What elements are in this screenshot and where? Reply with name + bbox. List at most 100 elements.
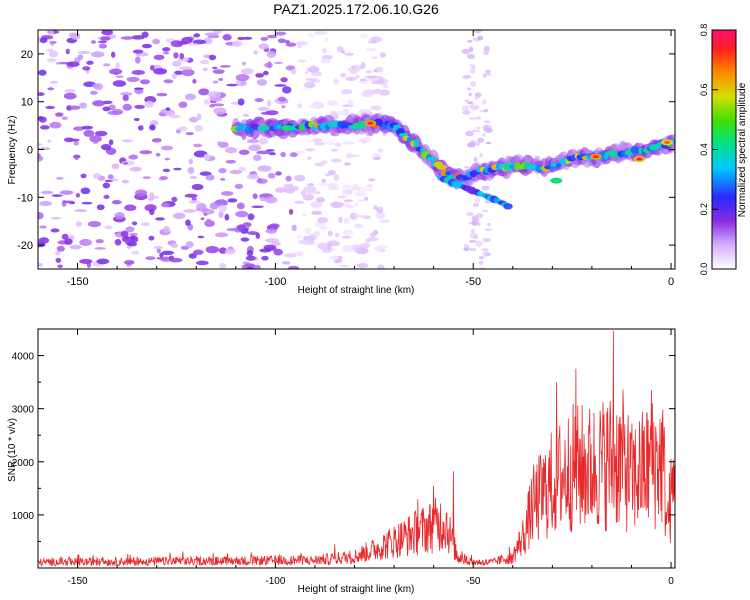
noise-blob [255, 73, 264, 78]
noise-blob [236, 202, 245, 210]
noise-blob [280, 151, 287, 158]
noise-blob [343, 217, 351, 225]
noise-blob [135, 189, 148, 197]
noise-blob [305, 227, 311, 235]
noise-blob [120, 36, 135, 40]
noise-blob [111, 199, 122, 205]
colorbar-label: Normalized spectral amplitude [737, 82, 748, 217]
noise-blob [86, 60, 94, 65]
noise-blob [38, 116, 47, 123]
colorbar-tick-label: 0.2 [699, 203, 709, 216]
noise-blob [297, 59, 306, 63]
noise-blob [56, 245, 65, 252]
x-tick-label: 0 [668, 276, 674, 288]
noise-blob [349, 70, 358, 74]
noise-blob [220, 177, 226, 181]
noise-blob [214, 200, 222, 204]
noise-blob [376, 206, 384, 214]
spectrogram-xlabel: Height of straight line (km) [298, 285, 415, 296]
noise-blob [75, 193, 81, 198]
noise-blob [247, 213, 255, 221]
noise-blob [131, 69, 146, 75]
noise-blob [351, 186, 361, 191]
noise-blob [134, 56, 141, 64]
noise-blob [218, 262, 227, 269]
noise-blob [481, 209, 489, 213]
noise-blob [92, 100, 106, 107]
noise-blob [40, 190, 54, 195]
noise-blob [161, 250, 174, 256]
noise-blob [171, 73, 177, 80]
noise-blob [185, 219, 191, 226]
noise-blob [57, 264, 63, 269]
noise-blob [466, 142, 476, 148]
noise-blob [90, 90, 98, 95]
snr-xlabel: Height of straight line (km) [298, 584, 415, 595]
noise-blob [268, 152, 276, 156]
noise-blob [341, 235, 352, 239]
colorbar-tick-label: 0.4 [699, 143, 709, 156]
y-tick-label: 20 [21, 49, 33, 61]
colorbar: 0.0 0.2 0.4 0.6 0.8 Normalized spectral ampl… [699, 24, 748, 276]
noise-blob [264, 196, 278, 204]
noise-blob [94, 130, 108, 137]
noise-blob [205, 246, 220, 254]
noise-blob [83, 129, 95, 137]
noise-blob [159, 176, 169, 180]
noise-blob [312, 191, 321, 195]
noise-blob [149, 64, 155, 71]
noise-blob [321, 47, 327, 54]
noise-blob [242, 113, 250, 118]
noise-blob [375, 66, 384, 73]
noise-blob [483, 108, 489, 113]
noise-blob [102, 106, 111, 112]
noise-blob [156, 92, 168, 97]
noise-blob [213, 107, 227, 115]
noise-blob [474, 105, 480, 110]
noise-blob [313, 230, 321, 237]
noise-blob [329, 255, 340, 260]
noise-blob [163, 225, 171, 234]
y-tick-label: -20 [17, 240, 33, 252]
spectrogram-heatmap [38, 30, 675, 269]
noise-blob [251, 205, 264, 209]
noise-blob [367, 40, 377, 44]
noise-blob [281, 105, 286, 109]
y-tick-label: 3000 [12, 405, 35, 416]
noise-blob [474, 92, 482, 98]
noise-blob [212, 66, 218, 70]
noise-blob [245, 255, 256, 261]
noise-blob [370, 105, 382, 111]
noise-blob [80, 187, 91, 195]
noise-blob [240, 68, 254, 75]
noise-blob [265, 228, 278, 234]
noise-blob [131, 235, 139, 243]
noise-blob [485, 69, 491, 74]
noise-blob [80, 173, 87, 179]
noise-blob [204, 98, 210, 105]
noise-blob [142, 176, 151, 179]
noise-blob [338, 216, 343, 223]
noise-blob [165, 107, 171, 111]
noise-blob [344, 52, 354, 56]
noise-blob [474, 196, 481, 203]
noise-blob [337, 195, 347, 199]
x-tick-label: -50 [465, 276, 481, 288]
noise-blob [97, 40, 108, 44]
noise-blob [168, 257, 183, 263]
noise-blob [300, 190, 306, 196]
noise-blob [144, 204, 157, 212]
noise-blob [303, 81, 316, 89]
ridge-hotspot-core [636, 157, 643, 161]
noise-blob [147, 197, 155, 201]
noise-blob [65, 48, 70, 55]
noise-blob [55, 250, 61, 256]
noise-blob [298, 239, 309, 245]
noise-blob [379, 219, 391, 224]
noise-blob [257, 165, 272, 172]
noise-blob [474, 96, 479, 100]
noise-blob [38, 237, 50, 244]
noise-blob [343, 199, 354, 203]
